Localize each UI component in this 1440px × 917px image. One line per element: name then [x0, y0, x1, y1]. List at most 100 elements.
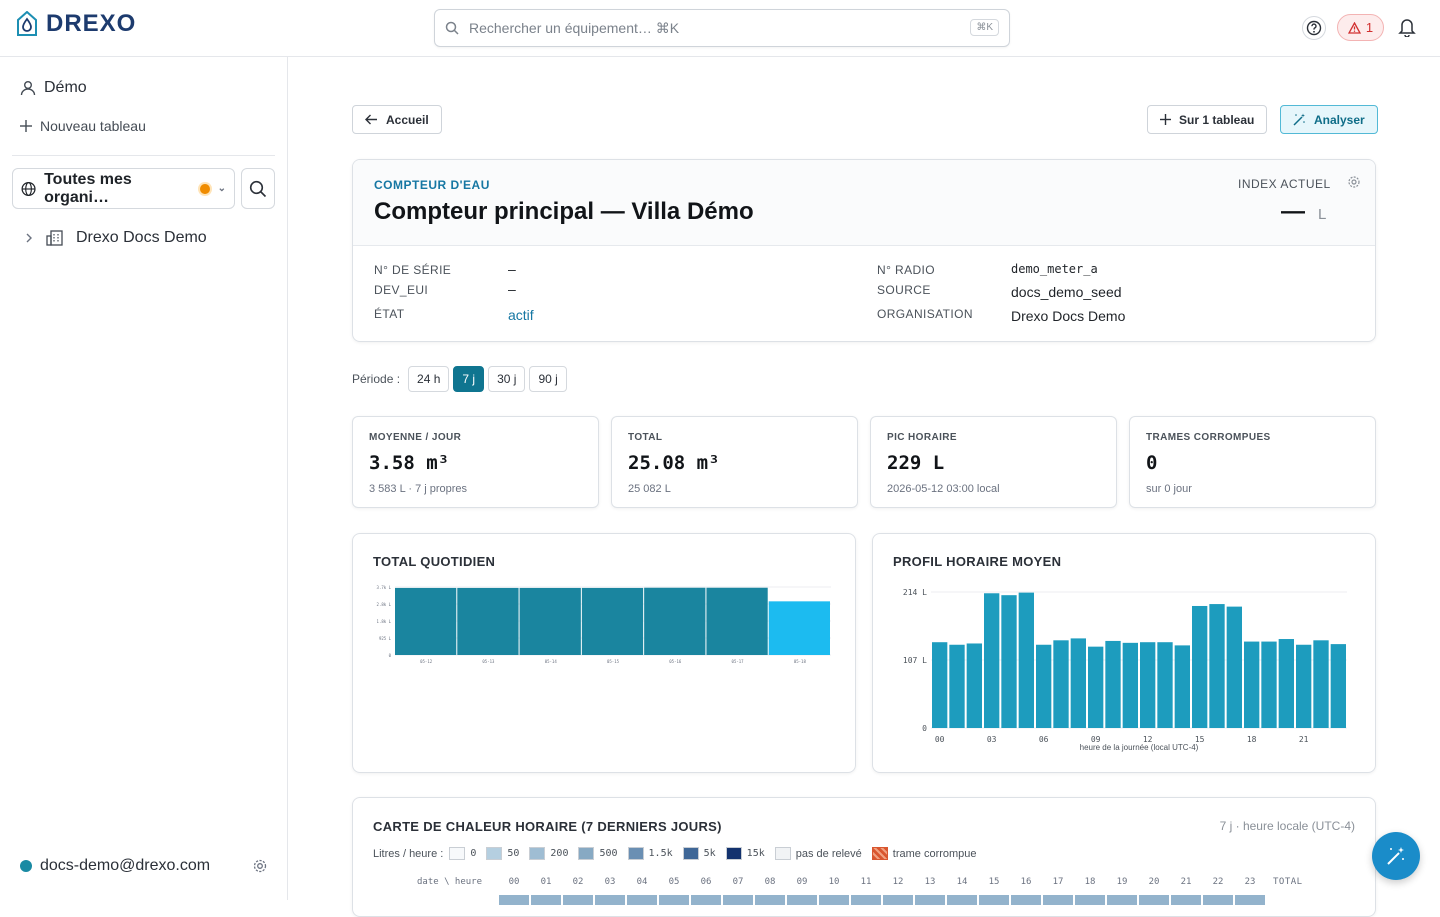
search-icon — [445, 21, 459, 35]
heatmap-hour-label: 11 — [860, 877, 872, 887]
heatmap-hour-label: 06 — [700, 877, 712, 887]
heatmap-hour-label: 19 — [1116, 877, 1128, 887]
heatmap-cell[interactable] — [1011, 895, 1041, 905]
period-option-90d[interactable]: 90 j — [529, 366, 567, 392]
heatmap-cell[interactable] — [755, 895, 785, 905]
x-tick-label: 15 — [1195, 735, 1205, 744]
logo[interactable]: DREXO — [16, 10, 136, 38]
heatmap-cell[interactable] — [659, 895, 689, 905]
new-board-label: Nouveau tableau — [40, 118, 146, 134]
heatmap-cell[interactable] — [1043, 895, 1073, 905]
bar — [1088, 646, 1104, 728]
add-to-board-label: Sur 1 tableau — [1179, 112, 1255, 127]
stat-subtext: sur 0 jour — [1146, 483, 1192, 495]
help-button[interactable] — [1302, 16, 1326, 40]
legend-swatch — [871, 847, 888, 860]
y-tick-label: 925 L — [379, 636, 392, 641]
organization-selector[interactable]: Toutes mes organi… ⌄ — [12, 168, 235, 209]
heatmap-hour-label: 05 — [668, 877, 680, 887]
heatmap-legend: Litres / heure : 0 50 200 500 1.5k 5k 15k pas … — [373, 847, 981, 860]
stat-subtext: 25 082 L — [628, 483, 671, 495]
y-tick-label: 0 — [389, 653, 392, 658]
index-unit: L — [1318, 206, 1327, 223]
heatmap-hour-label: 09 — [796, 877, 808, 887]
back-home-button[interactable]: Accueil — [352, 105, 442, 134]
account-email[interactable]: docs-demo@drexo.com — [40, 857, 211, 874]
x-tick-label: 03 — [987, 735, 997, 744]
sidebar-user[interactable]: Démo — [20, 79, 87, 97]
heatmap-cell[interactable] — [787, 895, 817, 905]
heatmap-cell[interactable] — [627, 895, 657, 905]
x-tick-label: 00 — [935, 735, 945, 744]
top-bar: DREXO Rechercher un équipement… ⌘K ⌘K 1 — [0, 0, 1440, 57]
status-dot — [200, 183, 210, 194]
alerts-button[interactable]: 1 — [1337, 14, 1384, 41]
heatmap-cell[interactable] — [1203, 895, 1233, 905]
x-tick-label: 05-18 — [794, 659, 807, 664]
heatmap-cell[interactable] — [947, 895, 977, 905]
stat-subtext: 3 583 L · 7 j propres — [369, 483, 468, 495]
x-tick-label: 05-15 — [607, 659, 620, 664]
x-tick-label: 05-13 — [482, 659, 495, 664]
chart-title: PROFIL HORAIRE MOYEN — [893, 554, 1062, 569]
x-tick-label: 21 — [1299, 735, 1309, 744]
organization-search-button[interactable] — [241, 168, 275, 209]
state-value: actif — [508, 307, 534, 323]
period-option-30d[interactable]: 30 j — [488, 366, 526, 392]
bar — [1296, 644, 1312, 728]
bar — [644, 587, 706, 655]
settings-gear-icon[interactable] — [252, 858, 268, 874]
meter-header: COMPTEUR D'EAU Compteur principal — Vill… — [353, 160, 1375, 246]
alert-count: 1 — [1365, 20, 1374, 35]
heatmap-cell[interactable] — [851, 895, 881, 905]
heatmap-cell[interactable] — [915, 895, 945, 905]
heatmap-cell[interactable] — [1139, 895, 1169, 905]
tree-item-organization[interactable]: Drexo Docs Demo — [24, 229, 207, 247]
heatmap-title: CARTE DE CHALEUR HORAIRE (7 DERNIERS JOU… — [373, 819, 722, 834]
assistant-fab-button[interactable] — [1372, 832, 1420, 880]
heatmap-cell[interactable] — [595, 895, 625, 905]
heatmap-hour-label: 12 — [892, 877, 904, 887]
heatmap-cell[interactable] — [1107, 895, 1137, 905]
heatmap-cell[interactable] — [883, 895, 913, 905]
heatmap-cell[interactable] — [1075, 895, 1105, 905]
heatmap-cell[interactable] — [499, 895, 529, 905]
heatmap-hour-label: 20 — [1148, 877, 1160, 887]
x-tick-label: 05-14 — [545, 659, 558, 664]
heatmap-hour-label: 01 — [540, 877, 552, 887]
heatmap-cell[interactable] — [723, 895, 753, 905]
x-tick-label: 09 — [1091, 735, 1101, 744]
magic-wand-icon — [1293, 113, 1305, 126]
heatmap-cell[interactable] — [563, 895, 593, 905]
x-tick-label: 06 — [1039, 735, 1049, 744]
bar — [984, 593, 1000, 728]
new-board-button[interactable]: Nouveau tableau — [20, 118, 146, 134]
period-option-7d[interactable]: 7 j — [453, 366, 485, 392]
y-tick-label: 0 — [922, 724, 927, 733]
stat-value: 0 — [1146, 452, 1158, 474]
heatmap-hour-label: 07 — [732, 877, 744, 887]
x-tick-label: 18 — [1247, 735, 1257, 744]
y-tick-label: 3.7k L — [377, 585, 392, 590]
legend-swatch — [449, 847, 466, 860]
heatmap-hour-label: 10 — [828, 877, 840, 887]
notifications-button[interactable] — [1398, 17, 1416, 42]
index-settings-gear-icon[interactable] — [1347, 175, 1361, 189]
meter-card: COMPTEUR D'EAU Compteur principal — Vill… — [352, 159, 1376, 342]
heatmap-cell[interactable] — [979, 895, 1009, 905]
plus-icon — [20, 120, 32, 132]
legend-scale: 0 50 200 500 1.5k 5k 15k — [449, 847, 768, 860]
brand-name: DREXO — [46, 10, 137, 37]
sidebar-divider — [12, 155, 275, 156]
heatmap-cell[interactable] — [691, 895, 721, 905]
heatmap-cell[interactable] — [1235, 895, 1265, 905]
heatmap-cell[interactable] — [1171, 895, 1201, 905]
period-option-24h[interactable]: 24 h — [408, 366, 450, 392]
search-input[interactable]: Rechercher un équipement… ⌘K ⌘K — [434, 9, 1010, 47]
analyze-button[interactable]: Analyser — [1280, 105, 1378, 134]
add-to-board-button[interactable]: Sur 1 tableau — [1147, 105, 1268, 134]
y-tick-label: 107 L — [903, 656, 927, 665]
magic-wand-icon — [1387, 847, 1404, 865]
heatmap-cell[interactable] — [819, 895, 849, 905]
heatmap-cell[interactable] — [531, 895, 561, 905]
